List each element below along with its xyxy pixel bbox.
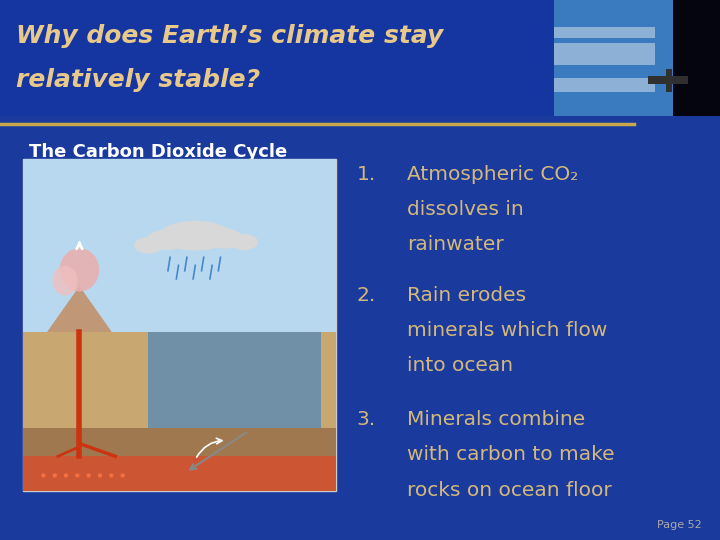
Ellipse shape xyxy=(98,473,102,477)
Ellipse shape xyxy=(86,473,91,477)
Ellipse shape xyxy=(120,473,125,477)
Ellipse shape xyxy=(60,248,99,292)
Text: rocks on ocean floor: rocks on ocean floor xyxy=(407,481,611,500)
Bar xyxy=(554,0,720,116)
Bar xyxy=(23,428,336,460)
Text: The Carbon Dioxide Cycle: The Carbon Dioxide Cycle xyxy=(29,143,287,161)
Bar xyxy=(23,332,336,491)
Bar xyxy=(554,78,655,92)
Text: Atmospheric CO₂: Atmospheric CO₂ xyxy=(407,165,578,184)
Text: with carbon to make: with carbon to make xyxy=(407,446,614,464)
Polygon shape xyxy=(47,286,112,332)
Text: 2.: 2. xyxy=(356,286,376,305)
Text: Why does Earth’s climate stay: Why does Earth’s climate stay xyxy=(16,24,443,48)
Ellipse shape xyxy=(109,473,114,477)
Ellipse shape xyxy=(147,230,186,250)
Bar xyxy=(554,0,673,116)
Bar xyxy=(666,69,672,92)
Text: 1.: 1. xyxy=(356,165,376,184)
Bar xyxy=(23,456,336,491)
Text: into ocean: into ocean xyxy=(407,356,513,375)
Ellipse shape xyxy=(53,473,57,477)
Ellipse shape xyxy=(230,234,258,250)
Text: relatively stable?: relatively stable? xyxy=(16,68,260,91)
Text: rainwater: rainwater xyxy=(407,235,503,254)
Text: minerals which flow: minerals which flow xyxy=(407,321,607,340)
Ellipse shape xyxy=(41,473,45,477)
Ellipse shape xyxy=(75,473,79,477)
Bar xyxy=(23,159,336,332)
Ellipse shape xyxy=(64,473,68,477)
Text: Rain erodes: Rain erodes xyxy=(407,286,526,305)
Bar xyxy=(554,27,655,38)
Bar xyxy=(148,332,320,451)
Ellipse shape xyxy=(53,266,78,295)
Text: 3.: 3. xyxy=(356,410,376,429)
Ellipse shape xyxy=(206,228,242,248)
Text: dissolves in: dissolves in xyxy=(407,200,523,219)
Ellipse shape xyxy=(134,237,163,253)
Text: Page 52: Page 52 xyxy=(657,520,702,530)
Bar xyxy=(23,159,336,491)
Text: Minerals combine: Minerals combine xyxy=(407,410,585,429)
Bar xyxy=(648,76,688,84)
Bar xyxy=(554,43,655,65)
Bar xyxy=(0,0,720,116)
Ellipse shape xyxy=(159,221,231,251)
